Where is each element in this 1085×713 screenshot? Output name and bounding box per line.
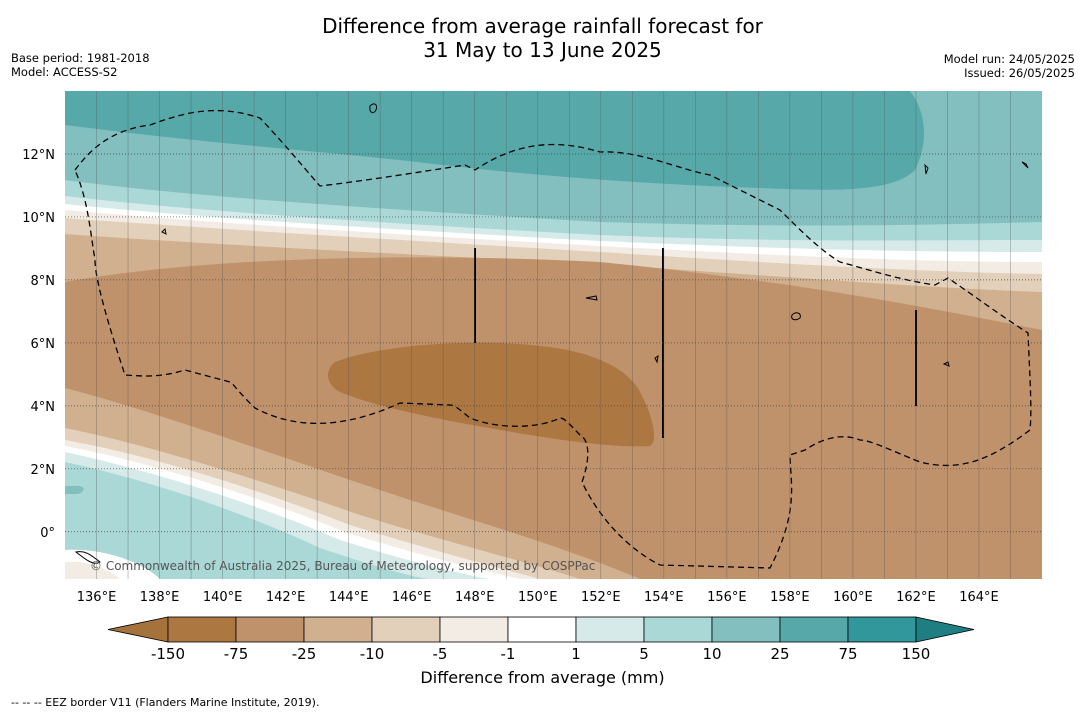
longitude-label: 140°E: [203, 590, 243, 605]
longitude-label: 164°E: [959, 590, 999, 605]
longitude-label: 144°E: [329, 590, 369, 605]
latitude-label: 6°N: [31, 337, 56, 352]
colorbar-tick-label: -75: [224, 645, 249, 663]
latitude-label: 0°: [40, 526, 55, 541]
colorbar-segment: [779, 616, 849, 643]
island-5: [942, 361, 950, 367]
map-title-line1: Difference from average rainfall forecas…: [322, 14, 763, 38]
longitude-label: 150°E: [518, 590, 558, 605]
base-period: Base period: 1981-2018: [11, 51, 150, 65]
colorbar-segment: [643, 616, 713, 643]
eez-border-palau-fsm-west: [74, 109, 1032, 569]
colorbar-tick-label: -25: [292, 645, 317, 663]
colorbar-segment: [167, 616, 237, 643]
longitude-label: 138°E: [140, 590, 180, 605]
island-2: [161, 227, 167, 235]
island-1: [369, 103, 377, 114]
longitude-labels: 136°E 138°E 140°E 142°E 144°E 146°E 148°E 150°E…: [77, 590, 999, 605]
longitude-label: 160°E: [833, 590, 873, 605]
island-9: [1021, 161, 1029, 169]
band-p5-10-south: [65, 462, 430, 579]
latitude-label: 4°N: [31, 400, 56, 415]
colorbar-tick-label: 25: [770, 645, 789, 663]
issued-date: Issued: 26/05/2025: [964, 66, 1075, 80]
meta-right: Model run: 24/05/2025 Issued: 26/05/2025: [944, 52, 1075, 80]
map-title-line2: 31 May to 13 June 2025: [423, 38, 662, 62]
longitude-label: 136°E: [77, 590, 117, 605]
longitude-label: 162°E: [896, 590, 936, 605]
longitude-label: 158°E: [770, 590, 810, 605]
island-4: [585, 295, 598, 301]
colorbar-segment: [371, 616, 441, 643]
eez-borders: [74, 109, 1032, 569]
longitude-label: 148°E: [455, 590, 495, 605]
map-fill-bands: [65, 91, 1042, 579]
band-p10-25-blob: [65, 486, 84, 494]
copyright-notice: © Commonwealth of Australia 2025, Bureau…: [90, 559, 595, 573]
island-6: [654, 354, 659, 364]
island-7: [74, 551, 101, 564]
map-title: Difference from average rainfall forecas…: [0, 14, 1085, 62]
colorbar-segment: [303, 616, 373, 643]
colorbar-tick-label: -10: [360, 645, 385, 663]
colorbar-segment: [575, 616, 645, 643]
model-name: Model: ACCESS-S2: [11, 65, 118, 79]
longitude-label: 142°E: [266, 590, 306, 605]
colorbar-tick-label: 1: [571, 645, 581, 663]
colorbar-segment: [235, 616, 305, 643]
model-run: Model run: 24/05/2025: [943, 52, 1075, 66]
latitude-label: 8°N: [31, 274, 56, 289]
graticule: [65, 91, 1042, 579]
colorbar-segment: [711, 616, 781, 643]
colorbar-segment: [439, 616, 509, 643]
band-m150-m75: [328, 342, 655, 447]
colorbar-extend-low: [107, 616, 169, 643]
colorbar-tick-label: -150: [151, 645, 185, 663]
eez-footnote: -- -- -- EEZ border V11 (Flanders Marine…: [11, 696, 320, 709]
colorbar-tick-label: -1: [501, 645, 516, 663]
islands: [74, 103, 1029, 564]
colorbar-tick-label: 75: [838, 645, 857, 663]
band-m5-m1-corner: [65, 561, 120, 579]
island-3: [791, 312, 801, 321]
colorbar-tick-label: 150: [902, 645, 931, 663]
longitude-label: 156°E: [707, 590, 747, 605]
colorbar-tick-labels: -150 -75 -25 -10 -5 -1 1 5 10 25 75 150: [151, 645, 930, 663]
longitude-label: 154°E: [644, 590, 684, 605]
longitude-label: 146°E: [392, 590, 432, 605]
latitude-label: 10°N: [22, 211, 55, 226]
colorbar: [107, 616, 975, 643]
legend-title: Difference from average (mm): [420, 668, 665, 687]
colorbar-tick-label: 10: [702, 645, 721, 663]
colorbar-extend-high: [915, 616, 975, 643]
latitude-label: 2°N: [31, 463, 56, 478]
colorbar-tick-label: 5: [639, 645, 649, 663]
colorbar-segment: [507, 616, 577, 643]
meta-left: Base period: 1981-2018 Model: ACCESS-S2: [11, 51, 150, 79]
colorbar-tick-label: -5: [433, 645, 448, 663]
latitude-labels: 12°N 10°N 8°N 6°N 4°N 2°N 0°: [22, 148, 55, 541]
longitude-label: 152°E: [581, 590, 621, 605]
colorbar-segment: [847, 616, 917, 643]
band-p25-75-north: [65, 91, 925, 190]
island-8: [924, 163, 929, 175]
latitude-label: 12°N: [22, 148, 55, 163]
